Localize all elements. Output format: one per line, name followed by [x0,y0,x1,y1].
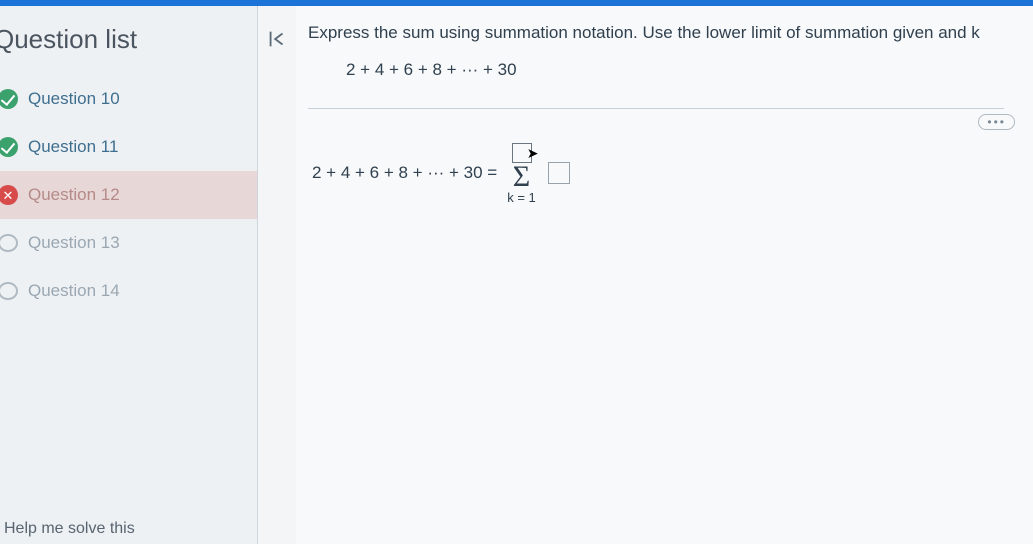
empty-circle-icon [0,282,18,300]
question-prompt: Express the sum using summation notation… [308,20,1033,46]
sidebar-item-label: Question 14 [28,281,120,301]
sidebar-item-question-11[interactable]: Question 11 [0,123,257,171]
question-list-sidebar: Question list Question 10 Question 11 Qu… [0,6,258,544]
sum-upper-limit-input[interactable]: ➤ [512,143,532,163]
sum-lower-limit: k = 1 [507,191,536,204]
summation-notation: ➤ Σ k = 1 [507,143,536,204]
sidebar-item-question-12[interactable]: Question 12 [0,171,257,219]
sidebar-item-label: Question 12 [28,185,120,205]
more-options-pill[interactable]: ••• [978,114,1015,130]
cursor-icon: ➤ [527,146,539,160]
sum-term-input[interactable] [548,162,570,184]
sidebar-item-label: Question 11 [28,137,118,157]
answer-line: 2 + 4 + 6 + 8 + ··· + 30 = ➤ Σ k = 1 [308,143,1033,204]
question-items: Question 10 Question 11 Question 12 Ques… [0,75,257,315]
sidebar-item-question-13[interactable]: Question 13 [0,219,257,267]
collapse-left-icon [266,28,288,50]
cross-icon [0,185,18,205]
answer-lhs: 2 + 4 + 6 + 8 + ··· + 30 = [312,163,497,183]
sidebar-item-label: Question 10 [28,89,120,109]
check-icon [0,137,18,157]
sidebar-item-question-10[interactable]: Question 10 [0,75,257,123]
empty-circle-icon [0,234,18,252]
help-me-solve-link[interactable]: Help me solve this [4,520,135,538]
sidebar-item-label: Question 13 [28,233,120,253]
collapse-sidebar-button[interactable] [258,6,296,544]
sigma-symbol: Σ [513,165,530,189]
main-layout: Question list Question 10 Question 11 Qu… [0,6,1033,544]
check-icon [0,89,18,109]
section-divider [308,108,1004,109]
sidebar-title: Question list [0,6,257,75]
question-expression: 2 + 4 + 6 + 8 + ··· + 30 [308,46,1033,100]
sidebar-item-question-14[interactable]: Question 14 [0,267,257,315]
question-content: Express the sum using summation notation… [296,6,1033,544]
